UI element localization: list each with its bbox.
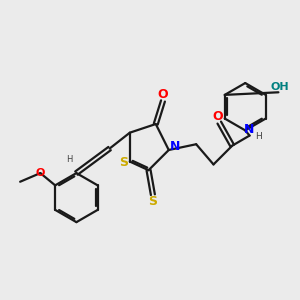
Text: N: N	[244, 123, 254, 136]
Text: O: O	[212, 110, 223, 123]
Text: S: S	[148, 195, 158, 208]
Text: H: H	[66, 155, 72, 164]
Text: OH: OH	[271, 82, 289, 92]
Text: O: O	[158, 88, 168, 101]
Text: N: N	[170, 140, 180, 153]
Text: S: S	[119, 156, 128, 169]
Text: H: H	[255, 132, 262, 141]
Text: O: O	[36, 168, 45, 178]
